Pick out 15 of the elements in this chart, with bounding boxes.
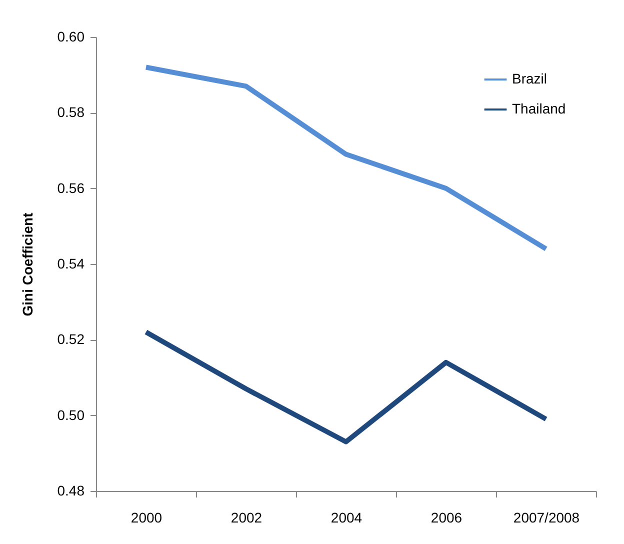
x-tick-label: 2004 bbox=[330, 510, 362, 526]
x-tick-label: 2002 bbox=[230, 510, 262, 526]
y-tick-label: 0.48 bbox=[57, 482, 85, 498]
y-tick-label: 0.60 bbox=[57, 28, 85, 44]
y-axis-title: Gini Coefficient bbox=[19, 212, 36, 316]
x-tick-label: 2006 bbox=[430, 510, 462, 526]
y-tick-label: 0.56 bbox=[57, 180, 85, 196]
legend-label: Thailand bbox=[512, 100, 566, 116]
y-tick-label: 0.54 bbox=[57, 256, 85, 272]
x-tick-label: 2000 bbox=[130, 510, 162, 526]
y-tick-label: 0.50 bbox=[57, 406, 85, 423]
y-tick-label: 0.52 bbox=[57, 331, 85, 348]
y-tick-label: 0.58 bbox=[57, 104, 85, 120]
legend-label: Brazil bbox=[512, 70, 548, 86]
x-tick-label: 2007/2008 bbox=[513, 510, 580, 526]
